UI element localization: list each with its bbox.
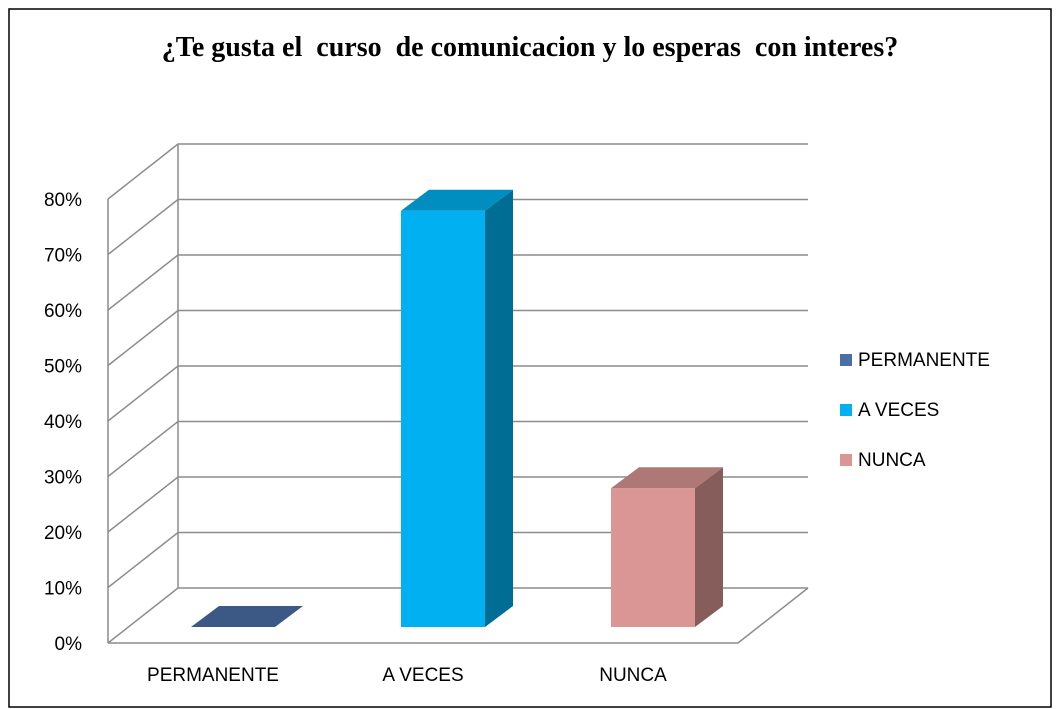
grid-line [107, 143, 808, 200]
bar-top [401, 189, 513, 211]
bar-front [611, 488, 695, 627]
x-tick-label: NUNCA [599, 665, 667, 686]
legend-swatch [840, 354, 852, 366]
y-tick-label: 20% [44, 523, 82, 544]
grid-line [107, 420, 808, 478]
x-tick-label: PERMANENTE [147, 665, 279, 686]
legend-label: A VECES [858, 400, 939, 421]
y-tick-label: 60% [44, 301, 82, 322]
floor-edge [108, 587, 809, 644]
bar-side [695, 467, 723, 627]
grid-line [107, 531, 808, 589]
grid-line [107, 254, 808, 311]
grid-line [107, 309, 808, 367]
x-tick-label: A VECES [382, 665, 463, 686]
bar-side [485, 189, 513, 627]
chart-border [8, 8, 1052, 708]
chart-title: ¿Te gusta el curso de comunicacion y lo … [161, 32, 899, 63]
legend-label: PERMANENTE [858, 350, 990, 371]
y-tick-label: 10% [44, 579, 82, 600]
y-tick-label: 80% [44, 190, 82, 211]
grid-line [107, 365, 808, 422]
grid-line [107, 198, 808, 256]
legend-swatch [840, 404, 852, 416]
grid-line [107, 476, 808, 533]
legend-swatch [840, 454, 852, 466]
bar-top [611, 467, 723, 489]
grid-line [107, 587, 808, 644]
y-tick-label: 70% [44, 246, 82, 267]
y-tick-label: 30% [44, 468, 82, 489]
y-tick-label: 40% [44, 412, 82, 433]
y-tick-label: 0% [55, 634, 83, 655]
legend-label: NUNCA [858, 450, 926, 471]
y-tick-label: 50% [44, 357, 82, 378]
bar-top [191, 606, 303, 627]
bar-front [401, 210, 485, 627]
